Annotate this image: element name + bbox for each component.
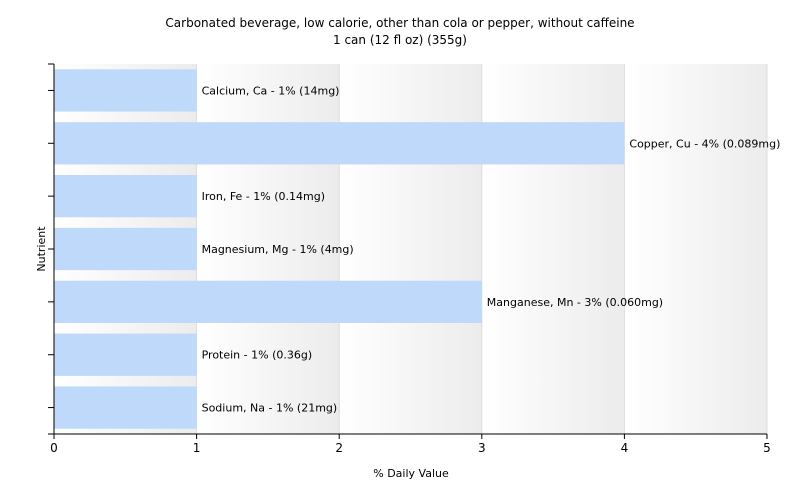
bar (54, 386, 197, 429)
bars (54, 69, 625, 429)
bar-label: Protein - 1% (0.36g) (202, 349, 313, 362)
x-tick-label: 1 (193, 441, 201, 455)
x-ticks: 0 1 2 3 4 5 (50, 434, 771, 455)
bar (54, 69, 197, 112)
bar (54, 227, 197, 271)
bar-label: Iron, Fe - 1% (0.14mg) (202, 190, 325, 203)
bar-label: Sodium, Na - 1% (21mg) (202, 402, 338, 415)
bar (54, 333, 197, 376)
bar (54, 280, 482, 323)
bar-label: Manganese, Mn - 3% (0.060mg) (487, 296, 663, 309)
bar (54, 175, 197, 218)
y-axis-label: Nutrient (35, 226, 48, 272)
chart-subtitle: 1 can (12 fl oz) (355g) (333, 33, 467, 47)
bar (54, 122, 625, 165)
axes (48, 63, 767, 435)
x-axis-label: % Daily Value (373, 467, 449, 480)
bar-label: Calcium, Ca - 1% (14mg) (202, 84, 340, 97)
x-tick-label: 4 (621, 441, 629, 455)
x-tick-label: 0 (50, 441, 58, 455)
bar-label: Copper, Cu - 4% (0.089mg) (629, 137, 780, 150)
plot-band (339, 64, 482, 434)
bar-labels: Calcium, Ca - 1% (14mg) Copper, Cu - 4% (… (202, 84, 781, 414)
x-tick-label: 5 (763, 441, 771, 455)
x-tick-label: 2 (335, 441, 343, 455)
bar-label: Magnesium, Mg - 1% (4mg) (202, 243, 354, 256)
plot-band (624, 64, 767, 434)
plot-band (481, 64, 625, 434)
chart-title: Carbonated beverage, low calorie, other … (165, 16, 634, 30)
x-tick-label: 3 (478, 441, 486, 455)
